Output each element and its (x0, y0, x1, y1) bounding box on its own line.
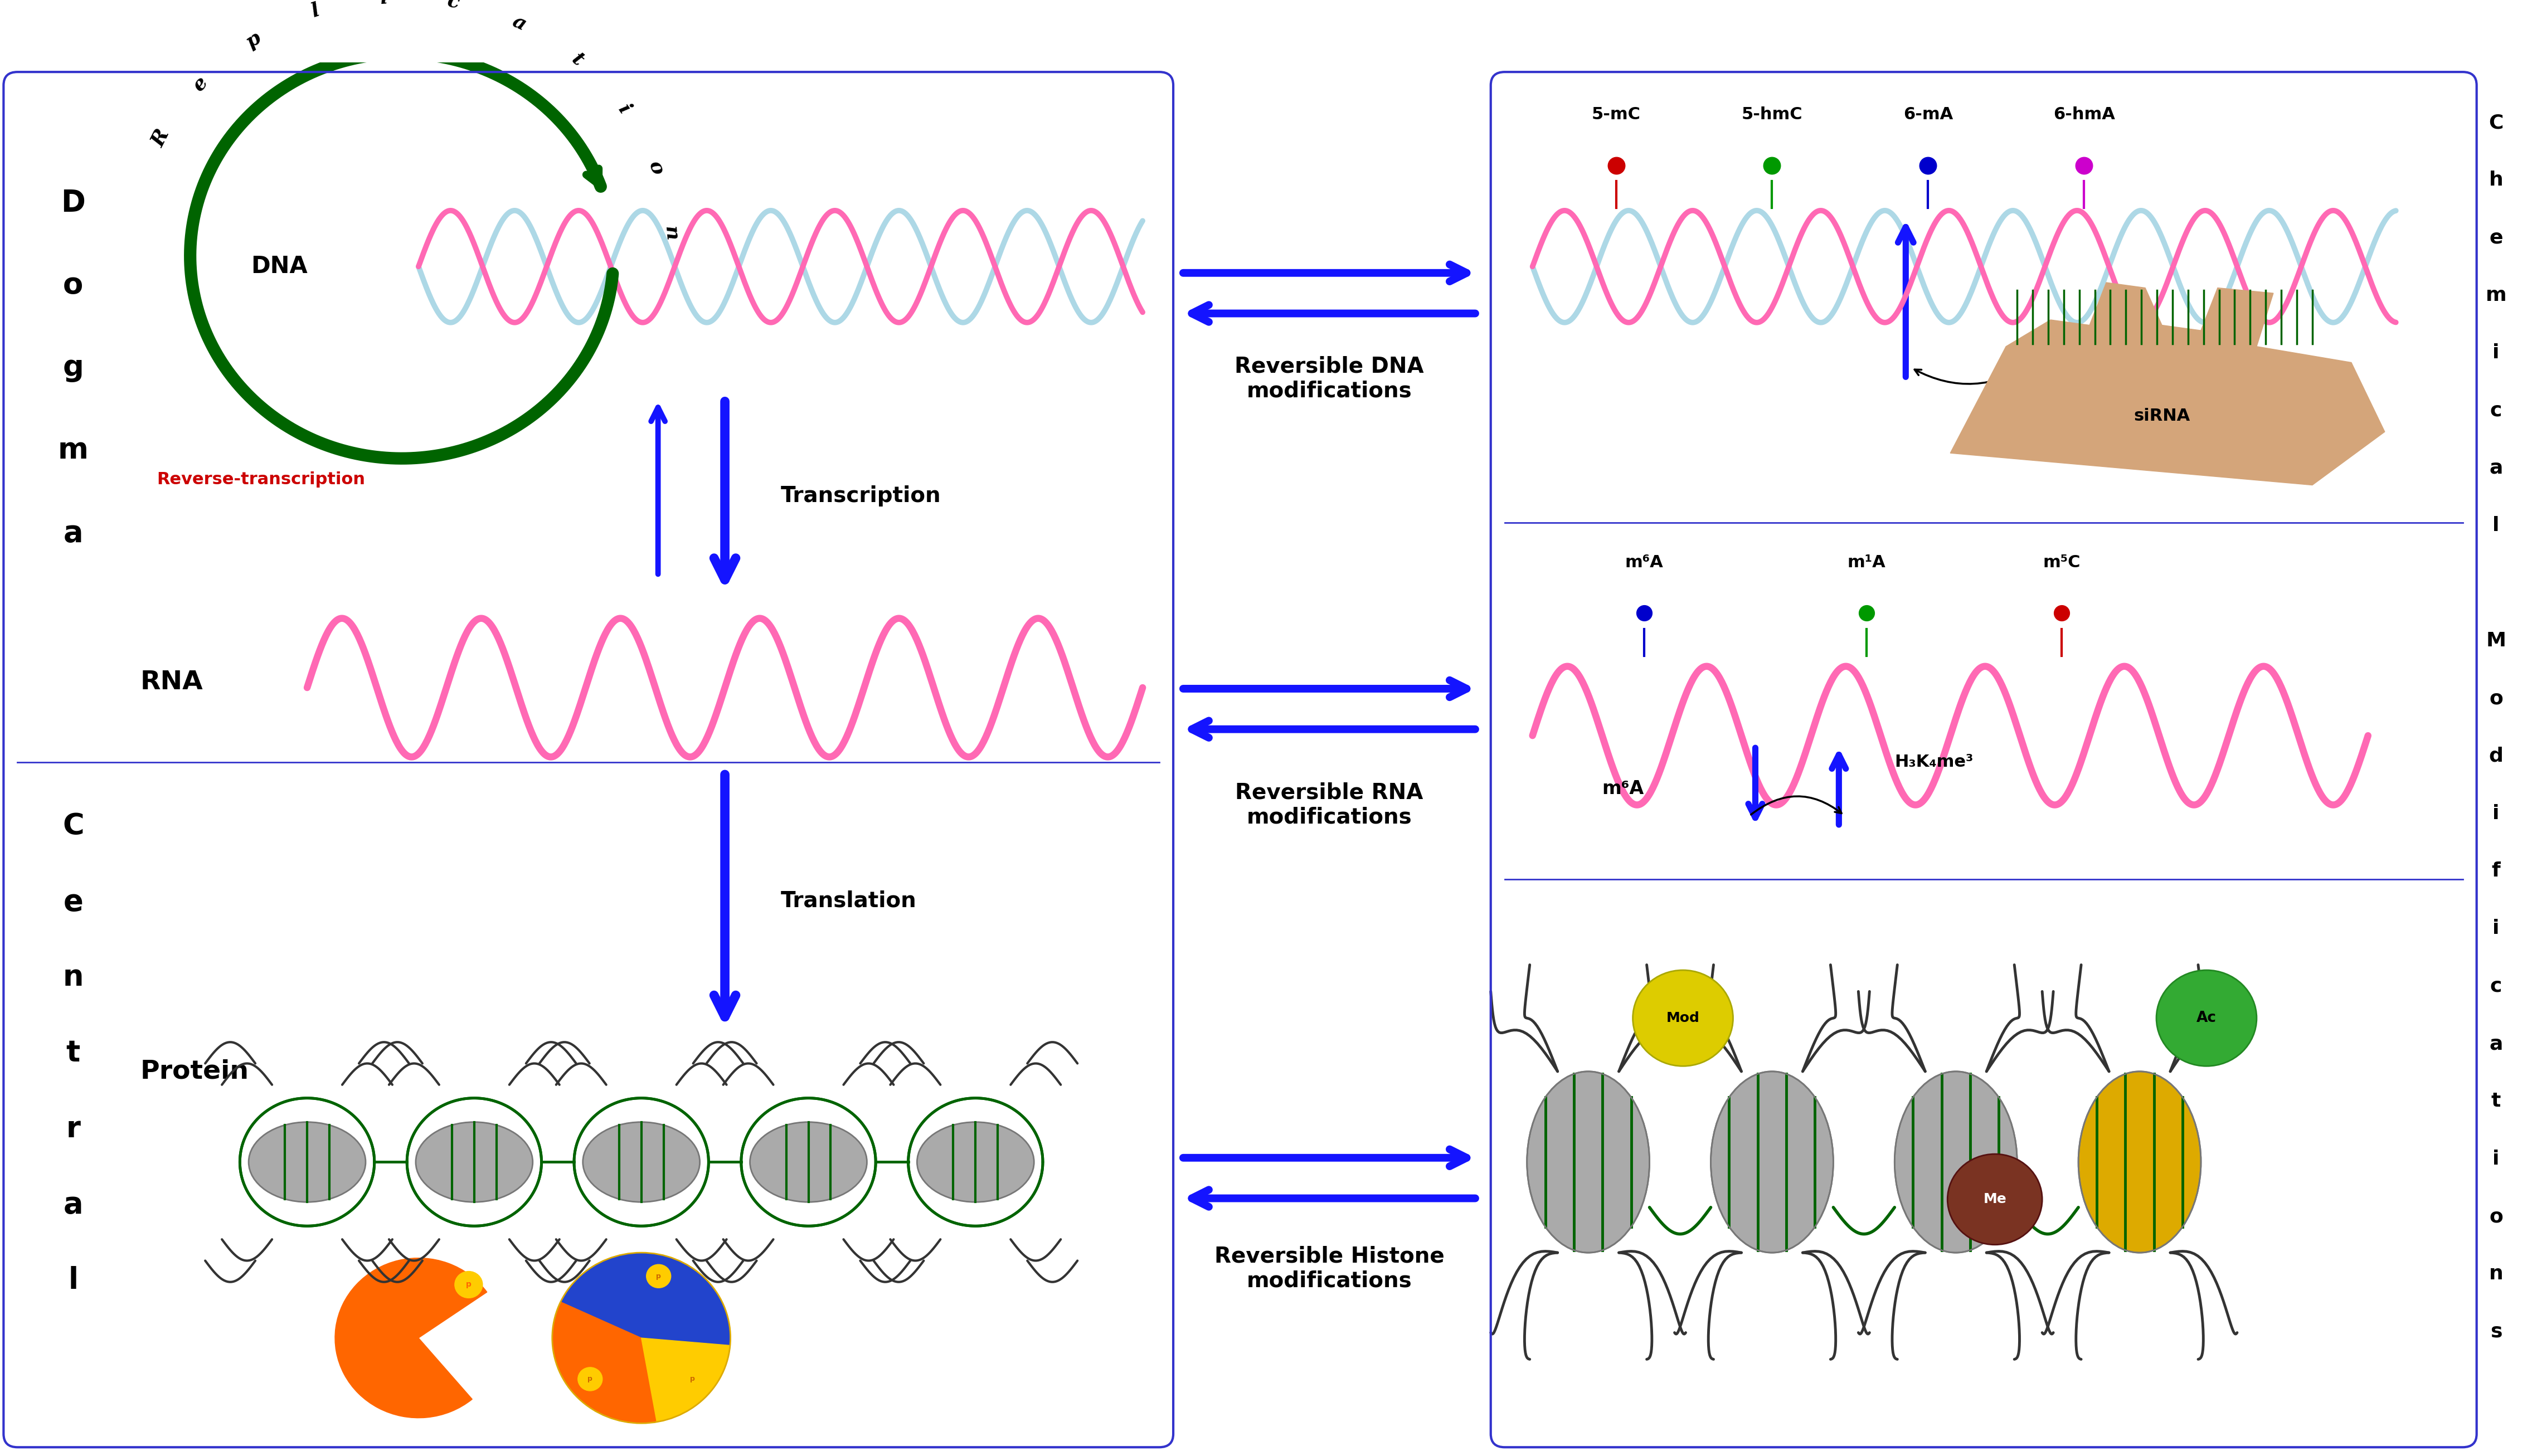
Text: H₃K₄me³: H₃K₄me³ (1894, 754, 1972, 770)
Text: r: r (66, 1114, 81, 1143)
Text: c: c (2489, 400, 2502, 419)
Text: p: p (656, 1273, 661, 1280)
Wedge shape (334, 1258, 486, 1418)
Ellipse shape (1527, 1072, 1648, 1252)
Text: a: a (63, 1190, 84, 1219)
Text: m⁶A: m⁶A (1603, 780, 1643, 798)
Text: m: m (58, 435, 89, 464)
Text: m: m (2486, 285, 2507, 304)
Text: i: i (2491, 804, 2499, 823)
Text: Reverse-transcription: Reverse-transcription (157, 472, 365, 488)
Text: e: e (190, 73, 213, 95)
Text: Translation: Translation (780, 890, 917, 911)
Wedge shape (641, 1338, 729, 1423)
Circle shape (577, 1367, 603, 1390)
Ellipse shape (248, 1123, 365, 1203)
Text: n: n (2489, 1264, 2504, 1283)
Text: t: t (2491, 1092, 2502, 1111)
Text: 6-mA: 6-mA (1904, 106, 1952, 122)
Polygon shape (1950, 282, 2385, 485)
Text: RNA: RNA (139, 670, 203, 695)
Text: i: i (2491, 344, 2499, 363)
Text: p: p (587, 1376, 592, 1383)
Text: p: p (466, 1281, 471, 1289)
Text: Reversible DNA
modifications: Reversible DNA modifications (1236, 355, 1423, 402)
Text: o: o (2489, 689, 2504, 708)
Text: o: o (2489, 1207, 2504, 1226)
Text: m¹A: m¹A (1848, 555, 1886, 571)
Text: n: n (661, 226, 681, 242)
Circle shape (1947, 1155, 2043, 1245)
Text: Protein: Protein (139, 1059, 248, 1083)
Text: a: a (63, 518, 84, 547)
Text: 5-mC: 5-mC (1593, 106, 1641, 122)
Text: l: l (2491, 515, 2499, 534)
Text: Mod: Mod (1666, 1012, 1699, 1025)
Text: C: C (63, 812, 84, 840)
Text: h: h (2489, 170, 2504, 189)
Text: o: o (63, 271, 84, 300)
Circle shape (646, 1264, 671, 1289)
Text: t: t (66, 1038, 81, 1067)
Text: l: l (68, 1265, 78, 1294)
Text: l: l (309, 0, 322, 20)
Text: m⁵C: m⁵C (2043, 555, 2081, 571)
Text: c: c (446, 0, 461, 13)
Text: a: a (2489, 459, 2504, 478)
Text: C: C (2489, 114, 2504, 132)
Text: p: p (243, 28, 263, 52)
Text: t: t (567, 50, 587, 70)
Text: f: f (2491, 862, 2502, 881)
Text: Transcription: Transcription (780, 485, 942, 507)
Text: 5-hmC: 5-hmC (1742, 106, 1803, 122)
Ellipse shape (917, 1123, 1033, 1203)
Text: d: d (2489, 747, 2504, 766)
Text: i: i (380, 0, 387, 7)
Text: Ac: Ac (2195, 1010, 2216, 1025)
Circle shape (2157, 970, 2256, 1066)
Text: Reversible RNA
modifications: Reversible RNA modifications (1236, 782, 1423, 828)
Text: M: M (2486, 632, 2507, 651)
Text: p: p (691, 1376, 694, 1383)
Circle shape (681, 1367, 704, 1390)
Text: m⁶A: m⁶A (1626, 555, 1664, 571)
Text: DNA: DNA (251, 255, 306, 278)
Ellipse shape (415, 1123, 532, 1203)
Text: a: a (2489, 1034, 2504, 1053)
Text: Me: Me (1983, 1192, 2005, 1206)
Ellipse shape (1894, 1072, 2018, 1252)
Ellipse shape (582, 1123, 699, 1203)
Text: o: o (646, 159, 666, 178)
Text: siRNA: siRNA (2134, 408, 2190, 424)
Text: e: e (2489, 229, 2504, 248)
Ellipse shape (749, 1123, 866, 1203)
Text: i: i (2491, 919, 2499, 938)
Text: i: i (2491, 1149, 2499, 1168)
Text: D: D (61, 188, 86, 217)
Wedge shape (552, 1302, 656, 1424)
Text: s: s (2489, 1322, 2502, 1341)
Text: a: a (509, 12, 529, 35)
Text: e: e (63, 888, 84, 916)
Ellipse shape (1712, 1072, 1833, 1252)
Wedge shape (560, 1252, 729, 1345)
Text: Reversible Histone
modifications: Reversible Histone modifications (1215, 1246, 1443, 1291)
Text: R: R (149, 127, 172, 150)
Circle shape (456, 1271, 484, 1297)
Text: n: n (63, 962, 84, 992)
Text: 6-hmA: 6-hmA (2053, 106, 2114, 122)
Circle shape (1633, 970, 1732, 1066)
Ellipse shape (2079, 1072, 2200, 1252)
Text: i: i (615, 100, 633, 118)
Text: c: c (2489, 977, 2502, 996)
Text: g: g (63, 354, 84, 383)
